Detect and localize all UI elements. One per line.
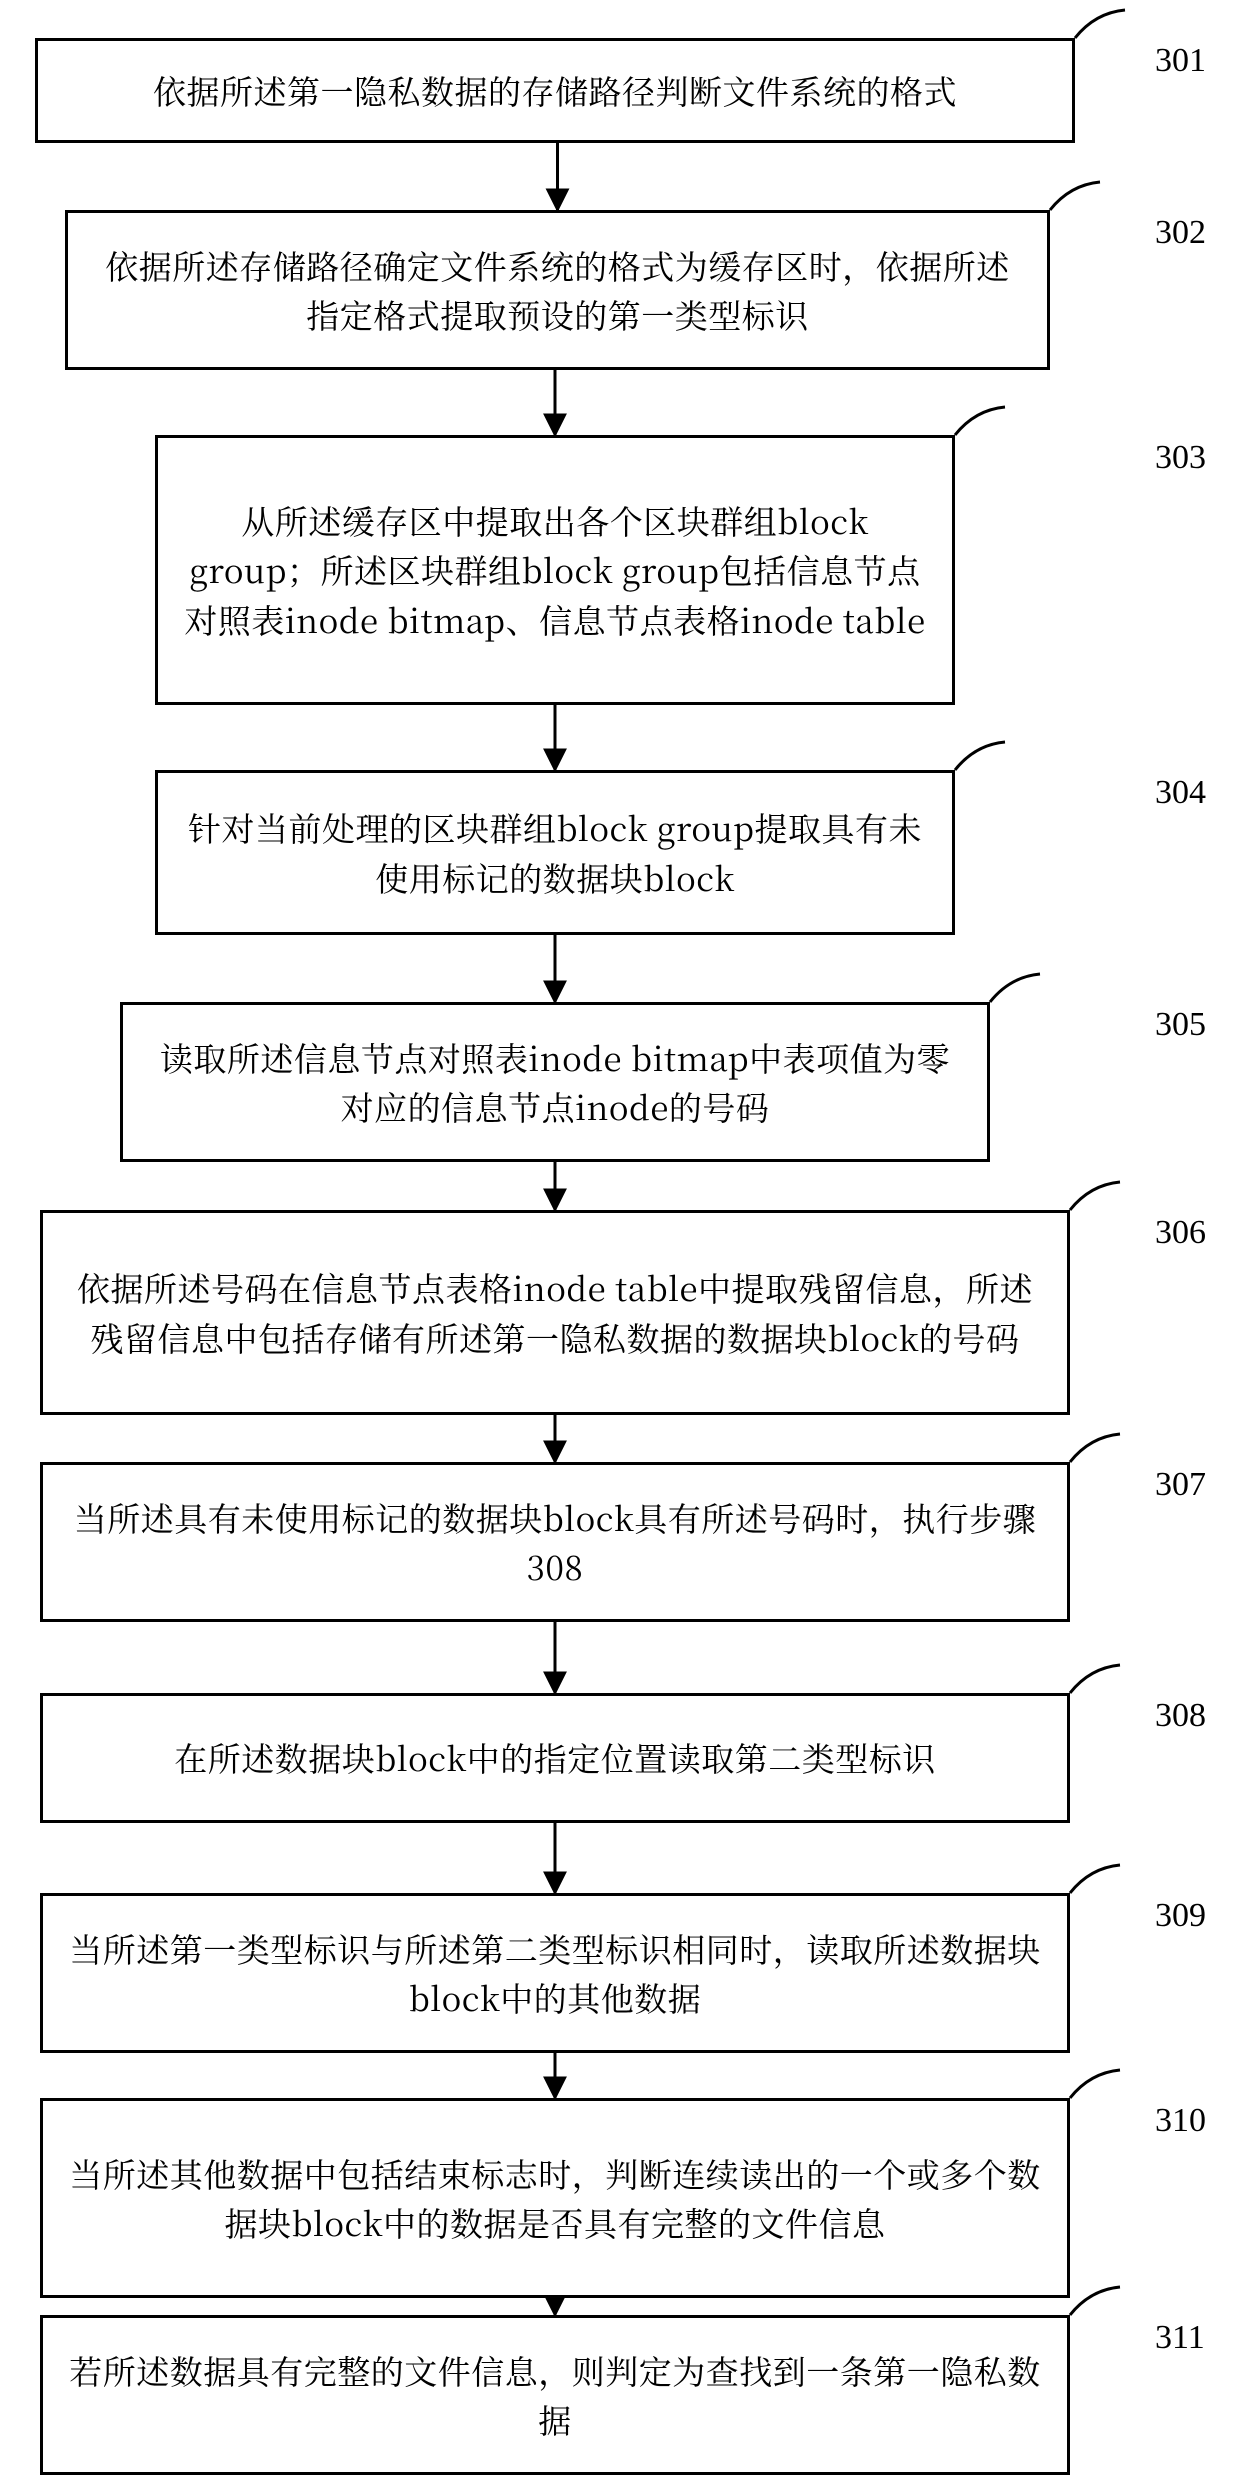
flowchart-node-302: 依据所述存储路径确定文件系统的格式为缓存区时，依据所述指定格式提取预设的第一类型… <box>65 210 1050 370</box>
step-label-304: 304 <box>1155 774 1206 812</box>
leader-line-303 <box>955 407 1005 435</box>
leader-line-311 <box>1070 2287 1120 2315</box>
node-text: 读取所述信息节点对照表inode bitmap中表项值为零对应的信息节点inod… <box>147 1033 963 1132</box>
node-text: 针对当前处理的区块群组block group提取具有未使用标记的数据块block <box>182 803 928 902</box>
flowchart-canvas: 依据所述第一隐私数据的存储路径判断文件系统的格式 301 依据所述存储路径确定文件系… <box>0 0 1240 2413</box>
leader-line-302 <box>1050 182 1100 210</box>
leader-line-306 <box>1070 1182 1120 1210</box>
flowchart-node-311: 若所述数据具有完整的文件信息，则判定为查找到一条第一隐私数据 <box>40 2315 1070 2475</box>
step-label-308: 308 <box>1155 1697 1206 1735</box>
node-text: 依据所述第一隐私数据的存储路径判断文件系统的格式 <box>153 66 957 116</box>
leader-line-304 <box>955 742 1005 770</box>
flowchart-node-303: 从所述缓存区中提取出各个区块群组block group；所述区块群组block … <box>155 435 955 705</box>
leader-line-301 <box>1075 10 1125 38</box>
flowchart-node-308: 在所述数据块block中的指定位置读取第二类型标识 <box>40 1693 1070 1823</box>
node-text: 在所述数据块block中的指定位置读取第二类型标识 <box>174 1733 935 1783</box>
flowchart-node-306: 依据所述号码在信息节点表格inode table中提取残留信息，所述残留信息中包… <box>40 1210 1070 1415</box>
step-label-305: 305 <box>1155 1006 1206 1044</box>
flowchart-node-307: 当所述具有未使用标记的数据块block具有所述号码时，执行步骤308 <box>40 1462 1070 1622</box>
leader-line-310 <box>1070 2070 1120 2098</box>
flowchart-node-309: 当所述第一类型标识与所述第二类型标识相同时，读取所述数据块block中的其他数据 <box>40 1893 1070 2053</box>
leader-line-308 <box>1070 1665 1120 1693</box>
step-label-306: 306 <box>1155 1214 1206 1252</box>
step-label-311: 311 <box>1155 2319 1205 2357</box>
step-label-303: 303 <box>1155 439 1206 477</box>
step-label-307: 307 <box>1155 1466 1206 1504</box>
node-text: 当所述具有未使用标记的数据块block具有所述号码时，执行步骤308 <box>67 1493 1043 1592</box>
step-label-310: 310 <box>1155 2102 1206 2140</box>
leader-line-307 <box>1070 1434 1120 1462</box>
leader-line-305 <box>990 974 1040 1002</box>
leader-line-309 <box>1070 1865 1120 1893</box>
step-label-301: 301 <box>1155 42 1206 80</box>
step-label-302: 302 <box>1155 214 1206 252</box>
node-text: 从所述缓存区中提取出各个区块群组block group；所述区块群组block … <box>182 496 928 645</box>
node-text: 当所述第一类型标识与所述第二类型标识相同时，读取所述数据块block中的其他数据 <box>67 1924 1043 2023</box>
flowchart-node-304: 针对当前处理的区块群组block group提取具有未使用标记的数据块block <box>155 770 955 935</box>
flowchart-node-301: 依据所述第一隐私数据的存储路径判断文件系统的格式 <box>35 38 1075 143</box>
node-text: 依据所述号码在信息节点表格inode table中提取残留信息，所述残留信息中包… <box>67 1263 1043 1362</box>
node-text: 若所述数据具有完整的文件信息，则判定为查找到一条第一隐私数据 <box>67 2346 1043 2445</box>
flowchart-node-310: 当所述其他数据中包括结束标志时，判断连续读出的一个或多个数据块block中的数据… <box>40 2098 1070 2298</box>
step-label-309: 309 <box>1155 1897 1206 1935</box>
node-text: 依据所述存储路径确定文件系统的格式为缓存区时，依据所述指定格式提取预设的第一类型… <box>92 241 1023 340</box>
flowchart-node-305: 读取所述信息节点对照表inode bitmap中表项值为零对应的信息节点inod… <box>120 1002 990 1162</box>
node-text: 当所述其他数据中包括结束标志时，判断连续读出的一个或多个数据块block中的数据… <box>67 2149 1043 2248</box>
